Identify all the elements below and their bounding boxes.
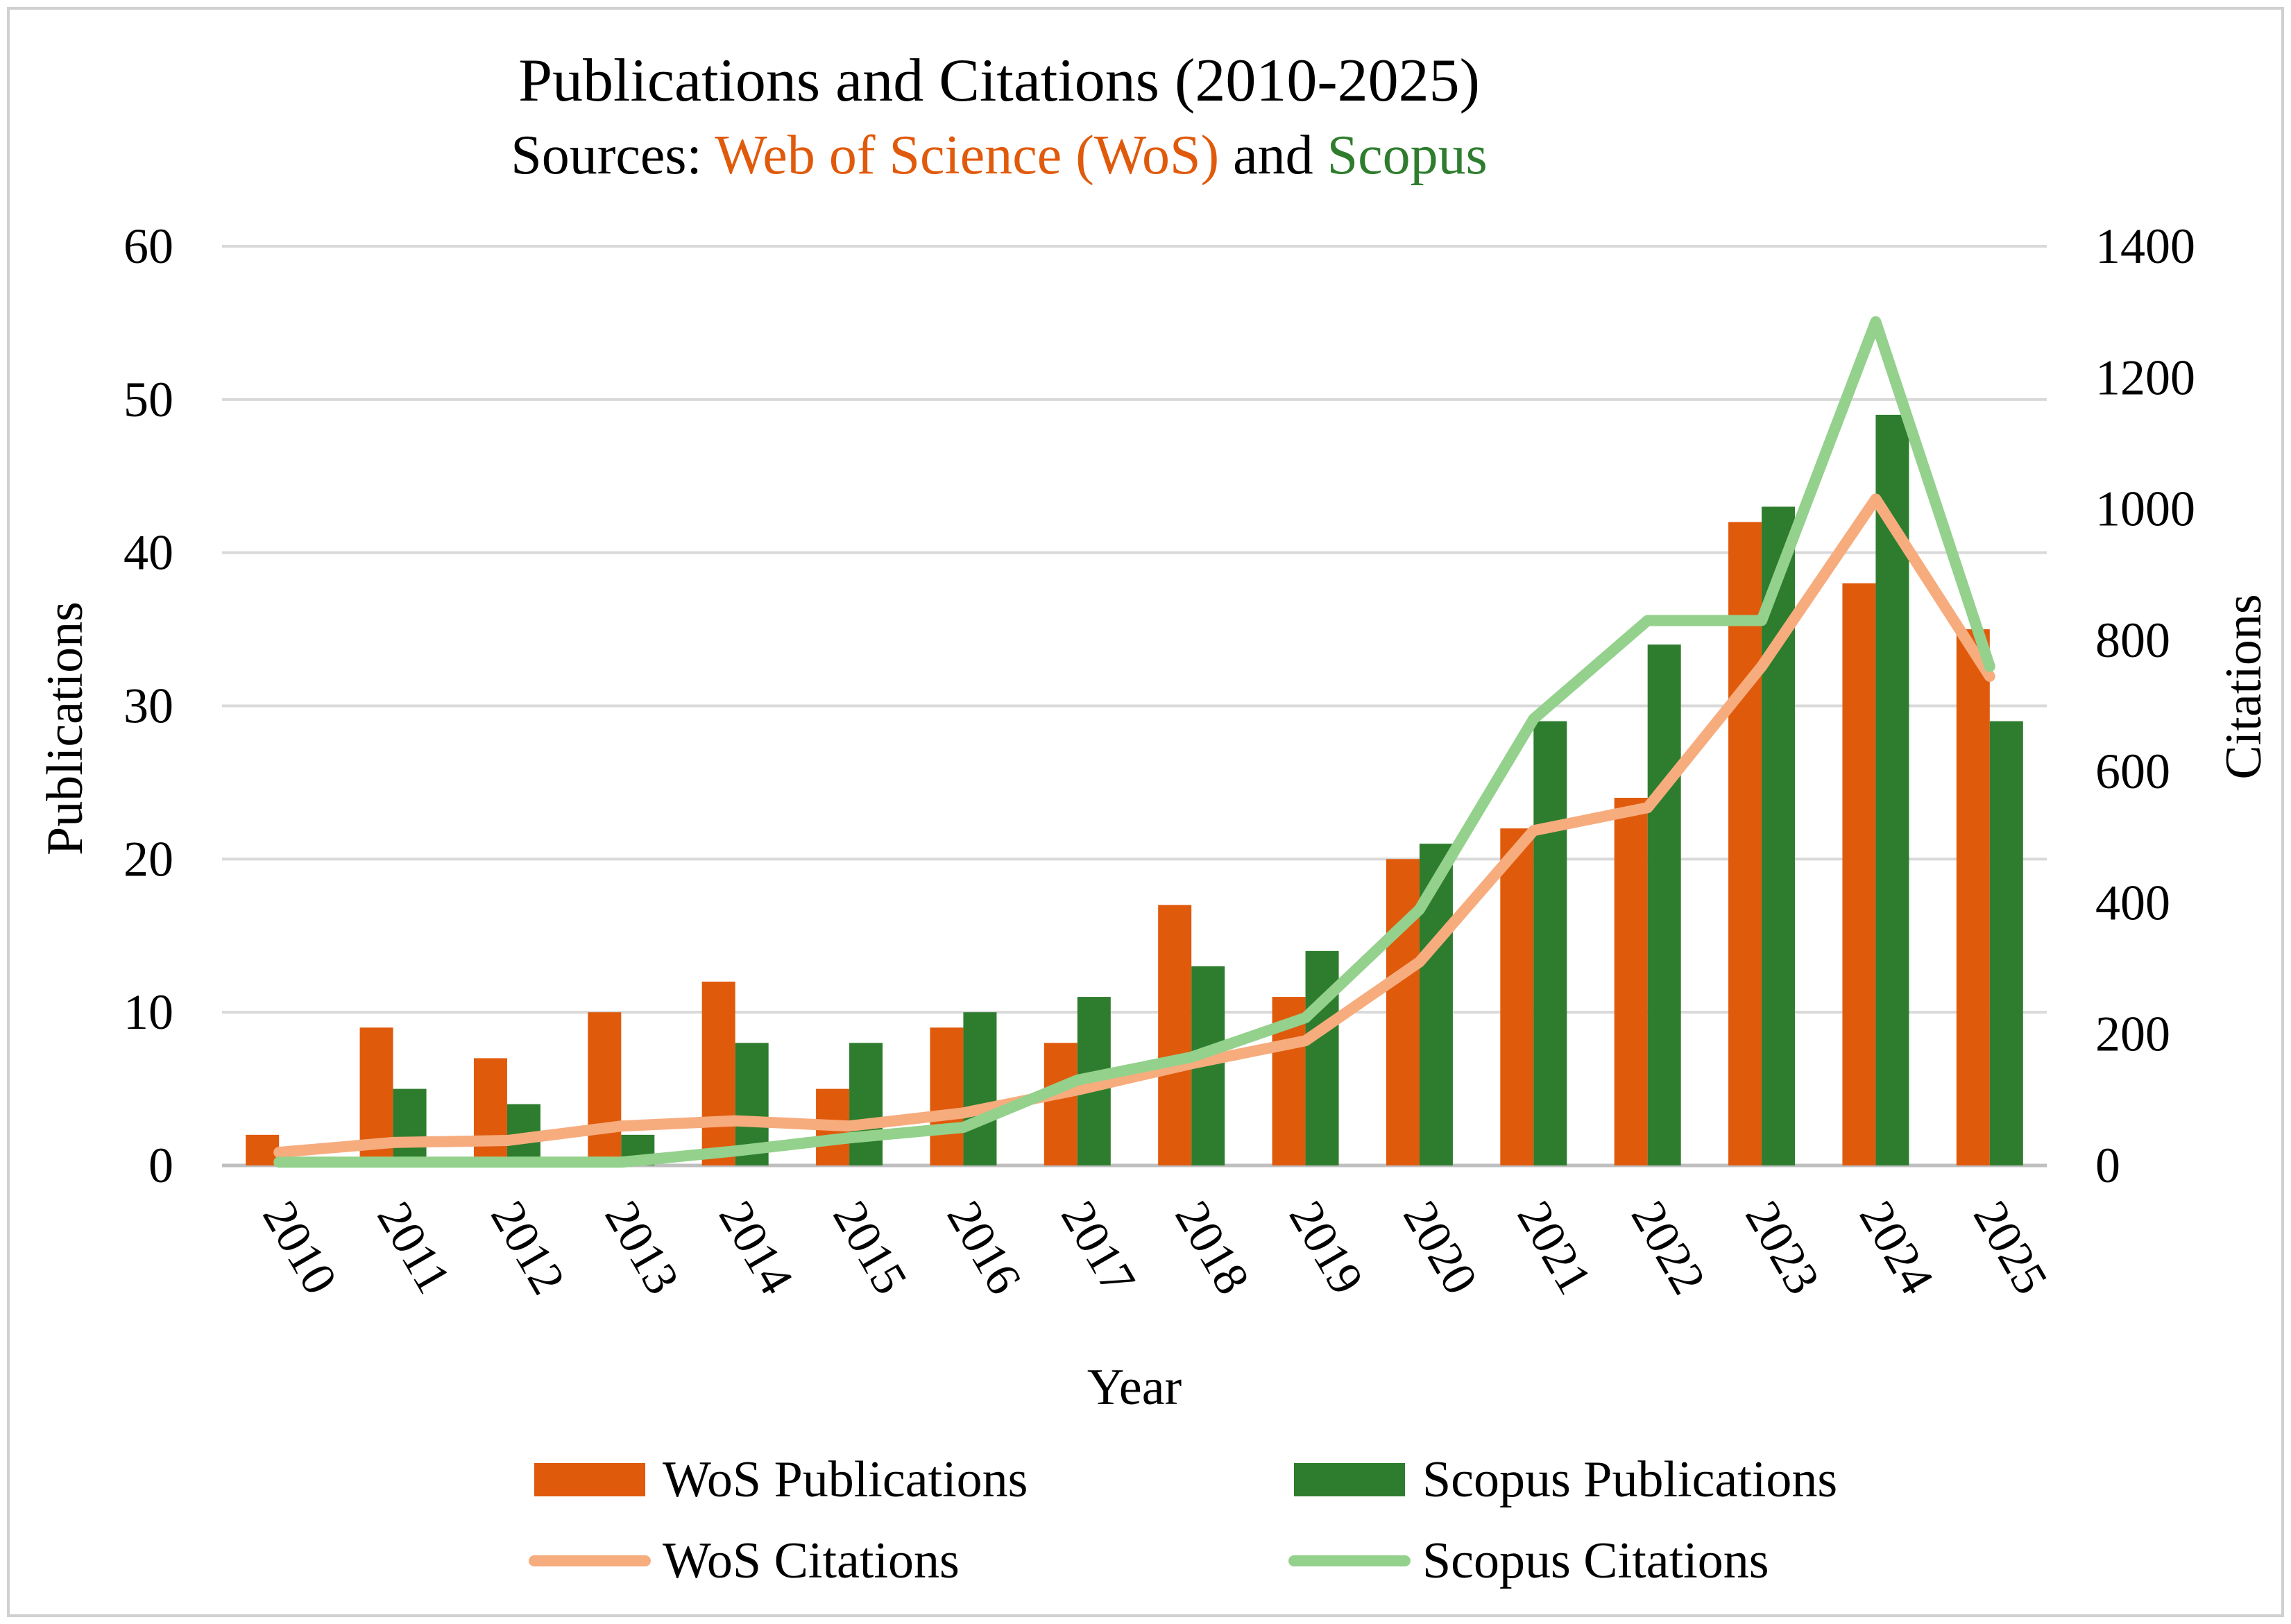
wos-publications-bar xyxy=(246,1134,280,1165)
scopus-publications-bar xyxy=(1647,644,1681,1165)
legend-label-scopus-publications: Scopus Publications xyxy=(1422,1451,1837,1508)
wos-citations-line xyxy=(273,493,1995,1159)
subtitle-scopus: Scopus xyxy=(1327,125,1488,186)
scopus-publications-bar xyxy=(849,1043,883,1165)
y-tick-label: 0 xyxy=(148,1138,173,1193)
legend: WoS Publications Scopus Publications WoS C… xyxy=(529,1451,1837,1589)
legend-swatch-wos-publications xyxy=(534,1463,645,1496)
legend-swatch-scopus-publications xyxy=(1294,1463,1405,1496)
wos-publications-bar xyxy=(1158,905,1192,1165)
wos-publications-bar xyxy=(1842,583,1876,1165)
y2-tick-label: 800 xyxy=(2095,613,2170,668)
right-axis: 0 200 400 600 800 1000 1200 1400 xyxy=(2095,219,2195,1193)
legend-label-wos-publications: WoS Publications xyxy=(663,1451,1028,1508)
wos-publications-bar xyxy=(701,982,735,1165)
line-series xyxy=(273,316,1995,1168)
bar-series xyxy=(246,414,2023,1165)
chart-border xyxy=(7,7,2284,1617)
scopus-citations-line xyxy=(273,316,1995,1168)
scopus-publications-bar xyxy=(1989,721,2023,1165)
scopus-publications-bar xyxy=(1533,721,1567,1165)
legend-label-wos-citations: WoS Citations xyxy=(663,1532,960,1589)
wos-publications-bar xyxy=(930,1027,964,1165)
wos-publications-bar xyxy=(588,1012,622,1165)
y-tick-label: 40 xyxy=(124,525,173,581)
y2-tick-label: 1200 xyxy=(2095,350,2195,405)
y2-axis-label: Citations xyxy=(2215,594,2272,779)
y-tick-label: 10 xyxy=(124,984,173,1040)
y-axis-label: Publications xyxy=(37,601,94,855)
wos-publications-bar xyxy=(1728,522,1762,1165)
wos-publications-bar xyxy=(1500,828,1534,1165)
y2-tick-label: 200 xyxy=(2095,1007,2170,1062)
x-axis-label: Year xyxy=(1087,1359,1182,1416)
y-tick-label: 20 xyxy=(124,831,173,887)
y-tick-label: 30 xyxy=(124,678,173,734)
chart-title: Publications and Citations (2010-2025) xyxy=(518,47,1480,114)
y-tick-label: 60 xyxy=(124,219,173,274)
wos-publications-bar xyxy=(1386,859,1420,1165)
scopus-publications-bar xyxy=(1305,950,1339,1165)
wos-publications-bar xyxy=(1956,629,1990,1165)
y2-tick-label: 600 xyxy=(2095,744,2170,799)
y2-tick-label: 1000 xyxy=(2095,481,2195,537)
wos-publications-bar xyxy=(1044,1043,1078,1165)
y2-tick-label: 0 xyxy=(2095,1138,2120,1193)
legend-label-scopus-citations: Scopus Citations xyxy=(1422,1532,1769,1589)
subtitle-wos: Web of Science (WoS) xyxy=(715,125,1219,186)
wos-publications-bar xyxy=(1614,798,1648,1165)
wos-publications-bar xyxy=(473,1058,507,1165)
left-axis: 0 10 20 30 40 50 60 xyxy=(124,219,173,1193)
y2-tick-label: 1400 xyxy=(2095,219,2195,274)
scopus-publications-bar xyxy=(393,1088,427,1165)
scopus-publications-bar xyxy=(963,1012,997,1165)
y-tick-label: 50 xyxy=(124,372,173,427)
subtitle-middle: and xyxy=(1233,125,1327,186)
subtitle-prefix: Sources: xyxy=(511,125,715,186)
chart-subtitle: Sources: Web of Science (WoS) and Scopus xyxy=(511,125,1488,186)
y2-tick-label: 400 xyxy=(2095,875,2170,930)
